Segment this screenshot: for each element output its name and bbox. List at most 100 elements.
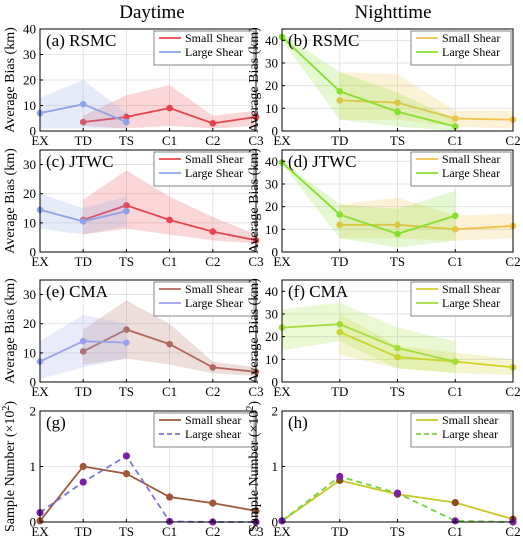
data-point: [451, 212, 459, 220]
y-tick-label: 10: [265, 101, 278, 116]
data-point: [166, 493, 174, 501]
panel-title: (g): [46, 413, 66, 432]
y-tick-label: 30: [265, 56, 278, 71]
data-point: [122, 452, 130, 460]
legend-entry-label: Large Shear: [442, 166, 500, 180]
panel-title: (d) JTWC: [288, 152, 356, 171]
panel-c: EX TD TS C1 C2 C3 0 10 20 30 (c) JTWC Small ShearLa…: [3, 148, 264, 269]
data-point: [336, 211, 344, 218]
column-title-nighttime: Nighttime: [354, 2, 431, 23]
uncertainty-band: [83, 300, 256, 377]
series-large-shear: [36, 80, 130, 129]
series-large-shear: [278, 302, 459, 373]
data-point: [123, 339, 130, 346]
data-point: [336, 221, 344, 229]
legend-box: [410, 30, 512, 66]
uncertainty-band: [40, 193, 127, 235]
x-tick-label: EX: [31, 524, 49, 539]
data-point: [451, 498, 459, 507]
data-point: [393, 489, 402, 497]
legend-entry-label: Large shear: [442, 427, 498, 441]
data-point: [336, 472, 344, 481]
legend-box: [153, 30, 255, 66]
y-tick-label: 20: [265, 329, 278, 344]
panel-d: EX TD TS C1 C2 0 10 20 30 40 (d) JTWC Small ShearLa…: [247, 148, 521, 269]
data-point: [394, 221, 401, 229]
data-point: [209, 499, 217, 507]
data-point: [394, 353, 401, 361]
data-point: [79, 348, 87, 355]
legend-entry-label: Large Shear: [185, 45, 243, 59]
y-tick-label: 2: [272, 404, 279, 419]
data-point: [394, 344, 401, 352]
x-tick-label: TD: [331, 384, 348, 399]
y-tick-label: 1: [30, 459, 37, 474]
x-tick-label: EX: [31, 254, 49, 269]
x-tick-label: TD: [331, 524, 348, 539]
data-point: [451, 358, 459, 365]
y-axis-label: Average Bias (km): [247, 278, 262, 384]
legend-entry-label: Large shear: [185, 427, 241, 441]
data-point: [79, 118, 87, 126]
y-tick-label: 1: [272, 459, 279, 474]
series-small-shear: [79, 85, 260, 129]
panel-title: (a) RSMC: [46, 31, 116, 50]
data-point: [123, 202, 130, 209]
x-tick-label: EX: [31, 133, 49, 148]
uncertainty-band: [339, 72, 513, 129]
x-tick-label: EX: [273, 524, 291, 539]
y-axis-label: Average Bias (km): [247, 148, 262, 254]
data-point: [451, 115, 459, 122]
x-tick-label: C2: [205, 384, 220, 399]
data-point: [336, 328, 344, 336]
y-axis-label: Sample Number (×102): [1, 401, 18, 532]
y-tick-label: 0: [30, 375, 37, 390]
x-tick-label: TS: [119, 133, 134, 148]
y-tick-label: 30: [23, 287, 36, 302]
x-tick-label: C3: [248, 384, 263, 399]
y-tick-label: 30: [265, 177, 278, 192]
series-line: [339, 331, 514, 369]
series-small-shear: [36, 462, 260, 525]
data-point: [79, 218, 87, 225]
data-point: [209, 364, 217, 371]
x-tick-label: EX: [273, 254, 291, 269]
panel-a: EX TD TS C1 C2 C3 0 10 20 30 40 (a) RSMC Small Shear…: [3, 22, 264, 149]
data-point: [166, 340, 173, 348]
data-point: [336, 97, 344, 104]
y-tick-label: 0: [272, 245, 279, 260]
uncertainty-band: [282, 161, 456, 248]
x-tick-label: TS: [119, 254, 134, 269]
legend-box: [410, 412, 512, 448]
legend-entry-label: Small shear: [442, 413, 498, 427]
data-point: [79, 478, 87, 486]
data-point: [166, 104, 173, 112]
y-tick-label: 2: [30, 404, 37, 419]
data-point: [166, 216, 173, 224]
x-tick-label: EX: [273, 384, 291, 399]
data-point: [394, 108, 401, 116]
x-tick-label: C1: [162, 384, 177, 399]
y-tick-label: 0: [272, 124, 279, 139]
uncertainty-band: [40, 314, 127, 380]
y-tick-label: 10: [23, 215, 36, 230]
x-tick-label: EX: [273, 133, 291, 148]
y-tick-label: 20: [23, 73, 36, 88]
data-point: [451, 123, 459, 130]
y-tick-label: 40: [265, 284, 278, 299]
x-tick-label: C3: [248, 254, 263, 269]
x-tick-label: TS: [390, 384, 405, 399]
y-tick-label: 40: [23, 22, 36, 37]
y-axis-label: Average Bias (km): [3, 148, 18, 254]
series-line: [281, 323, 456, 363]
y-tick-label: 40: [265, 154, 278, 169]
